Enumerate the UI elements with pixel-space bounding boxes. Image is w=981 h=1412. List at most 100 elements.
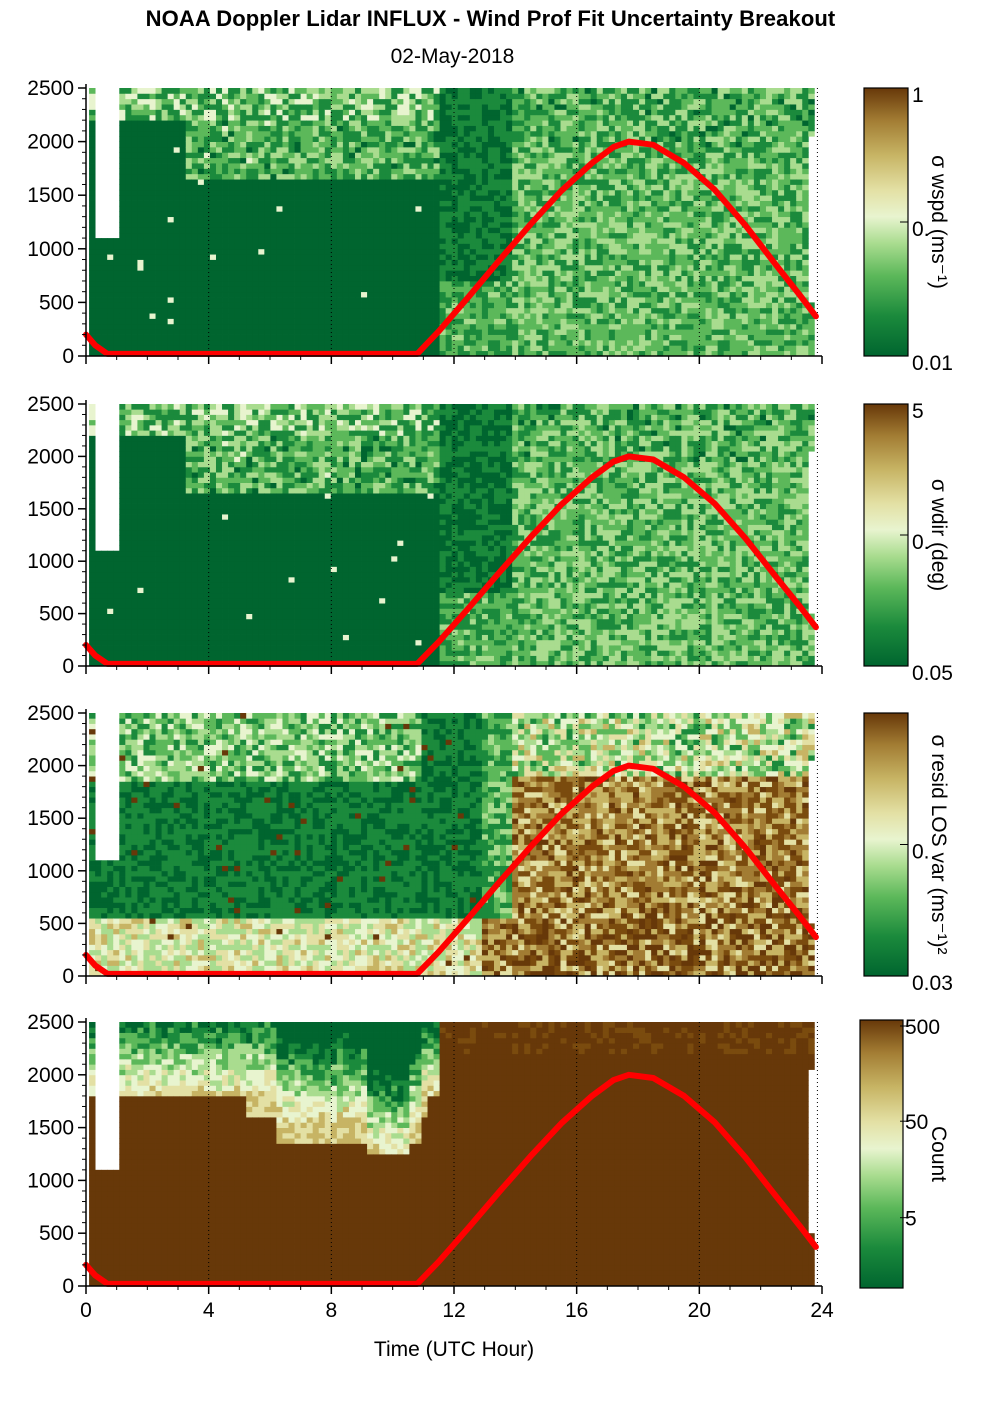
heatmap-cell — [488, 297, 494, 303]
heatmap-cell — [295, 297, 301, 303]
heatmap-cell — [681, 142, 687, 148]
heatmap-cell — [373, 335, 379, 341]
heatmap-cell — [663, 260, 669, 266]
heatmap-cell — [627, 88, 633, 94]
heatmap-cell — [488, 99, 494, 105]
heatmap-cell — [669, 206, 675, 212]
heatmap-cell — [421, 126, 427, 132]
heatmap-cell — [391, 276, 397, 282]
heatmap-cell — [500, 142, 506, 148]
heatmap-cell — [609, 201, 615, 207]
heatmap-cell — [627, 340, 633, 346]
heatmap-cell — [252, 270, 258, 276]
heatmap-cell — [119, 206, 125, 212]
heatmap-cell — [95, 324, 101, 330]
heatmap-cell — [349, 184, 355, 190]
heatmap-cell — [343, 329, 349, 335]
heatmap-cell — [131, 99, 137, 105]
heatmap-cell — [409, 324, 415, 330]
heatmap-cell — [337, 174, 343, 180]
heatmap-cell — [150, 249, 156, 255]
heatmap-cell — [313, 147, 319, 153]
heatmap-cell — [204, 238, 210, 244]
heatmap-cell — [639, 243, 645, 249]
heatmap-cell — [282, 308, 288, 314]
heatmap-cell — [421, 260, 427, 266]
heatmap-cell — [458, 195, 464, 201]
heatmap-cell — [494, 313, 500, 319]
heatmap-cell — [174, 238, 180, 244]
heatmap-cell — [349, 260, 355, 266]
heatmap-cell — [609, 292, 615, 298]
heatmap-cell — [446, 120, 452, 126]
heatmap-cell — [560, 265, 566, 271]
heatmap-cell — [246, 286, 252, 292]
heatmap-cell — [403, 270, 409, 276]
heatmap-cell — [289, 179, 295, 185]
heatmap-cell — [621, 227, 627, 233]
heatmap-cell — [494, 152, 500, 158]
heatmap-cell — [536, 99, 542, 105]
heatmap-cell — [554, 281, 560, 287]
heatmap-cell — [313, 243, 319, 249]
heatmap-cell — [494, 281, 500, 287]
heatmap-cell — [512, 308, 518, 314]
heatmap-cell — [512, 249, 518, 255]
heatmap-cell — [125, 340, 131, 346]
heatmap-cell — [518, 120, 524, 126]
heatmap-cell — [246, 184, 252, 190]
heatmap-cell — [415, 281, 421, 287]
heatmap-cell — [700, 243, 706, 249]
heatmap-cell — [397, 254, 403, 260]
heatmap-cell — [156, 260, 162, 266]
heatmap-cell — [180, 136, 186, 142]
heatmap-cell — [137, 335, 143, 341]
heatmap-cell — [246, 147, 252, 153]
heatmap-cell — [482, 152, 488, 158]
heatmap-cell — [542, 104, 548, 110]
heatmap-cell — [470, 104, 476, 110]
heatmap-cell — [246, 254, 252, 260]
heatmap-cell — [512, 286, 518, 292]
heatmap-cell — [560, 345, 566, 351]
heatmap-cell — [397, 158, 403, 164]
heatmap-cell — [512, 329, 518, 335]
heatmap-cell — [639, 254, 645, 260]
heatmap-cell — [585, 190, 591, 196]
heatmap-cell — [440, 93, 446, 99]
heatmap-cell — [168, 249, 174, 255]
heatmap-cell — [89, 99, 95, 105]
heatmap-cell — [361, 222, 367, 228]
heatmap-cell — [264, 131, 270, 137]
heatmap-cell — [186, 99, 192, 105]
heatmap-cell — [440, 281, 446, 287]
heatmap-cell — [391, 179, 397, 185]
heatmap-cell — [409, 158, 415, 164]
heatmap-cell — [222, 136, 228, 142]
heatmap-cell — [162, 190, 168, 196]
heatmap-cell — [615, 329, 621, 335]
heatmap-cell — [301, 265, 307, 271]
heatmap-cell — [89, 276, 95, 282]
heatmap-cell — [258, 313, 264, 319]
heatmap-cell — [258, 88, 264, 94]
heatmap-cell — [482, 142, 488, 148]
heatmap-cell — [216, 249, 222, 255]
heatmap-cell — [204, 104, 210, 110]
heatmap-cell — [440, 88, 446, 94]
heatmap-cell — [174, 115, 180, 121]
heatmap-cell — [222, 249, 228, 255]
heatmap-cell — [313, 324, 319, 330]
heatmap-cell — [403, 184, 409, 190]
heatmap-cell — [343, 297, 349, 303]
heatmap-cell — [391, 292, 397, 298]
heatmap-cell — [385, 190, 391, 196]
heatmap-cell — [397, 276, 403, 282]
heatmap-cell — [693, 286, 699, 292]
heatmap-cell — [567, 297, 573, 303]
heatmap-cell — [210, 104, 216, 110]
heatmap-cell — [246, 249, 252, 255]
heatmap-cell — [119, 270, 125, 276]
heatmap-cell — [174, 168, 180, 174]
heatmap-cell — [409, 168, 415, 174]
